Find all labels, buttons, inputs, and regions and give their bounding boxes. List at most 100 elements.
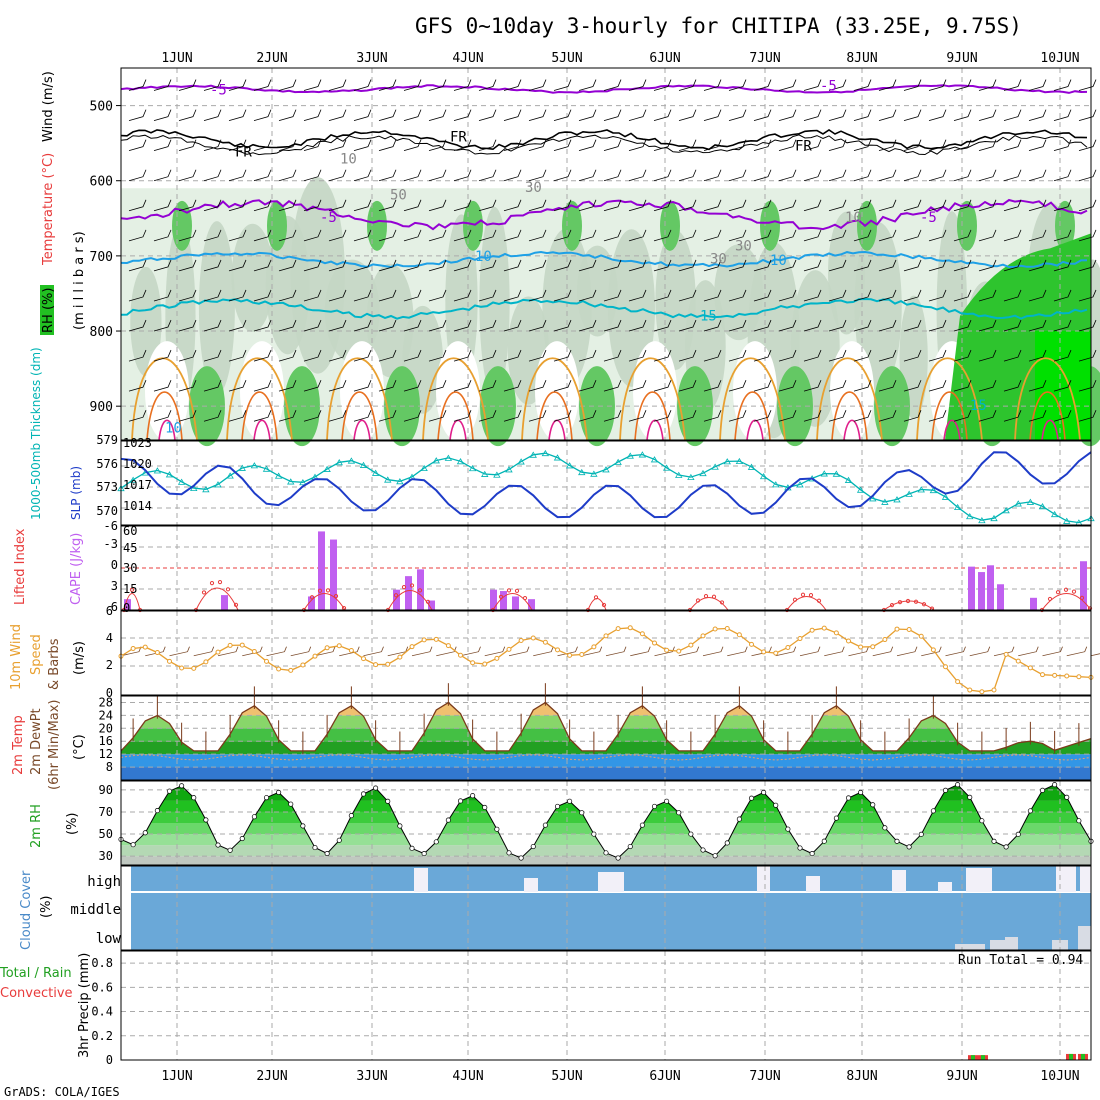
rh-marker: [203, 817, 209, 823]
wind-barb: [478, 169, 497, 182]
wind-barb: [828, 229, 847, 242]
contour-label: 10: [340, 151, 357, 167]
rh-marker: [1003, 844, 1009, 850]
low-cloud: [990, 940, 1005, 950]
wind-barb: [678, 199, 697, 212]
rh-marker: [1027, 808, 1033, 814]
wind-barb: [853, 289, 872, 302]
rh-marker: [930, 808, 936, 814]
li-marker: [409, 583, 415, 588]
li-marker: [309, 595, 315, 600]
wind-barb: [228, 319, 247, 332]
wind-marker: [506, 646, 512, 652]
wind-tick: 4: [106, 631, 113, 645]
wind-label: 10m Wind: [9, 624, 24, 690]
surface-barb: [145, 646, 166, 657]
wind-barb: [178, 259, 197, 272]
wind-barb: [128, 79, 147, 91]
li-marker: [601, 602, 607, 608]
thickness-marker: [468, 464, 477, 472]
wind-barb: [653, 319, 672, 332]
temp-line: [120, 701, 1092, 752]
contour-label: 10: [475, 249, 492, 265]
wind-barb: [703, 169, 722, 182]
thickness-marker: [905, 490, 913, 497]
low-cloud: [1005, 937, 1018, 950]
wind-barb: [353, 79, 372, 91]
rh-moist: [579, 366, 615, 447]
wind-marker: [409, 644, 415, 650]
thickness-marker: [602, 466, 610, 473]
surface-barb: [993, 646, 1015, 657]
cape-bar: [987, 565, 994, 610]
wind-barb: [653, 259, 672, 272]
rh-blob: [198, 221, 235, 395]
wind-barb: [603, 169, 622, 182]
wind-barb: [953, 199, 972, 212]
wind-barb: [303, 379, 322, 392]
wind-barb: [453, 169, 472, 182]
cape-bar: [417, 569, 424, 610]
wind-barb: [1078, 139, 1097, 152]
li-marker: [695, 598, 701, 603]
wind-barb: [678, 319, 697, 332]
thickness-marker: [371, 469, 380, 476]
wind-marker: [761, 649, 767, 655]
precip-panel: 0.8 0.6 0.4 0.2 0 Run Total = 0.94: [91, 950, 1092, 1067]
wind-barb: [528, 259, 547, 272]
contour-label: 30: [710, 251, 727, 267]
wind-barb: [253, 199, 272, 212]
wind-barb: [928, 199, 947, 212]
thickness-marker: [1026, 498, 1035, 505]
wind-barb: [453, 259, 472, 272]
wind-barb: [853, 259, 872, 272]
wind-barb: [503, 79, 522, 91]
wind-marker: [579, 651, 585, 657]
cape-bar: [330, 539, 337, 610]
temp-unit: (°C): [72, 734, 87, 760]
rh-marker: [870, 802, 876, 808]
cape-bar: [1030, 597, 1037, 610]
wind-barb: [1003, 79, 1022, 91]
wind-barb: [778, 79, 797, 91]
surface-barb: [605, 646, 627, 657]
wind-barb: [303, 199, 322, 212]
wind-marker: [1027, 665, 1033, 671]
wind-barb: [228, 259, 247, 272]
thickness-marker: [262, 465, 271, 472]
thickness-marker: [287, 478, 295, 485]
wind-barb: [753, 199, 772, 212]
wind-marker: [154, 650, 160, 656]
wind-barb: [278, 139, 297, 152]
wind-barb: [453, 319, 472, 332]
li-curve: [195, 587, 239, 611]
date-label-top: 2JUN: [256, 51, 287, 66]
wind-marker: [555, 647, 560, 653]
cloud-gap: [1080, 866, 1091, 892]
wind-barb: [503, 410, 522, 422]
wind-barb: [553, 319, 572, 332]
cape-bar: [405, 576, 412, 610]
wind-barb: [978, 379, 997, 392]
wind-barb: [428, 379, 447, 392]
cape-bar: [978, 572, 985, 610]
li-curve: [587, 598, 607, 611]
wind-barb: [828, 199, 847, 212]
thickness-marker: [444, 454, 453, 461]
li-marker: [317, 588, 323, 593]
thickness-tick: 579: [96, 433, 118, 447]
wind-label-3: & Barbs: [47, 638, 62, 690]
wind-barb: [553, 259, 572, 272]
wind-barb: [153, 109, 172, 121]
thickness-marker: [735, 457, 744, 465]
wind-barb: [678, 259, 697, 272]
date-label-bottom: 2JUN: [256, 1069, 287, 1084]
wind-barb: [378, 139, 397, 152]
rh-marker: [433, 839, 439, 845]
wind-tick: 0: [106, 686, 113, 700]
rh-marker: [942, 787, 949, 793]
wind-barb: [678, 109, 697, 121]
rh-legend-swatch: [40, 285, 54, 335]
wind-barb: [753, 169, 772, 182]
wind-barb: [403, 410, 422, 422]
